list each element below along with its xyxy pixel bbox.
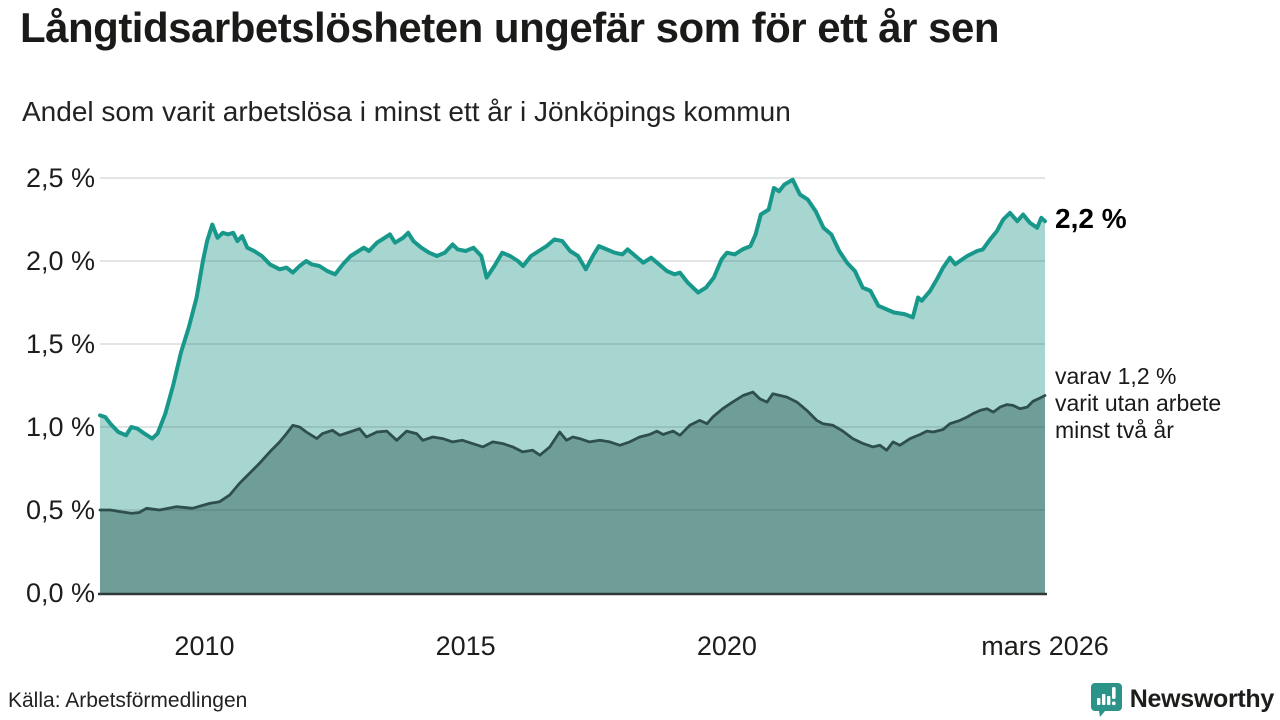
y-tick-label: 0,0 % — [25, 578, 95, 608]
y-tick-label: 1,0 % — [25, 412, 95, 442]
subset-series-label: varav 1,2 % varit utan arbete minst två … — [1055, 363, 1221, 444]
latest-value-label: 2,2 % — [1055, 203, 1127, 234]
y-tick-label: 0,5 % — [25, 495, 95, 525]
series-subset-area — [100, 392, 1045, 593]
x-tick-label: 2020 — [696, 631, 757, 661]
newsworthy-branding: Newsworthy — [1090, 682, 1274, 717]
series-total-line — [98, 177, 1047, 441]
subset-label-line-2: varit utan arbete — [1055, 390, 1222, 416]
subset-label-line-3: minst två år — [1055, 417, 1174, 443]
subset-label-line-1: varav 1,2 % — [1055, 363, 1177, 389]
y-tick-label: 2,5 % — [25, 163, 95, 193]
page-subtitle: Andel som varit arbetslösa i minst ett å… — [22, 96, 791, 127]
series-subset-line — [98, 390, 1047, 515]
newsworthy-speech-bubble-chart-icon — [1090, 683, 1122, 717]
source-attribution: Källa: Arbetsförmedlingen — [8, 689, 248, 712]
y-tick-label: 1,5 % — [25, 329, 95, 359]
newsworthy-wordmark: Newsworthy — [1129, 685, 1275, 713]
y-tick-label: 2,0 % — [25, 246, 95, 276]
x-tick-label: mars 2026 — [981, 631, 1109, 661]
x-tick-label: 2010 — [174, 631, 235, 661]
x-tick-label: 2015 — [435, 631, 496, 661]
page-title: Långtidsarbetslösheten ungefär som för e… — [20, 4, 1000, 51]
